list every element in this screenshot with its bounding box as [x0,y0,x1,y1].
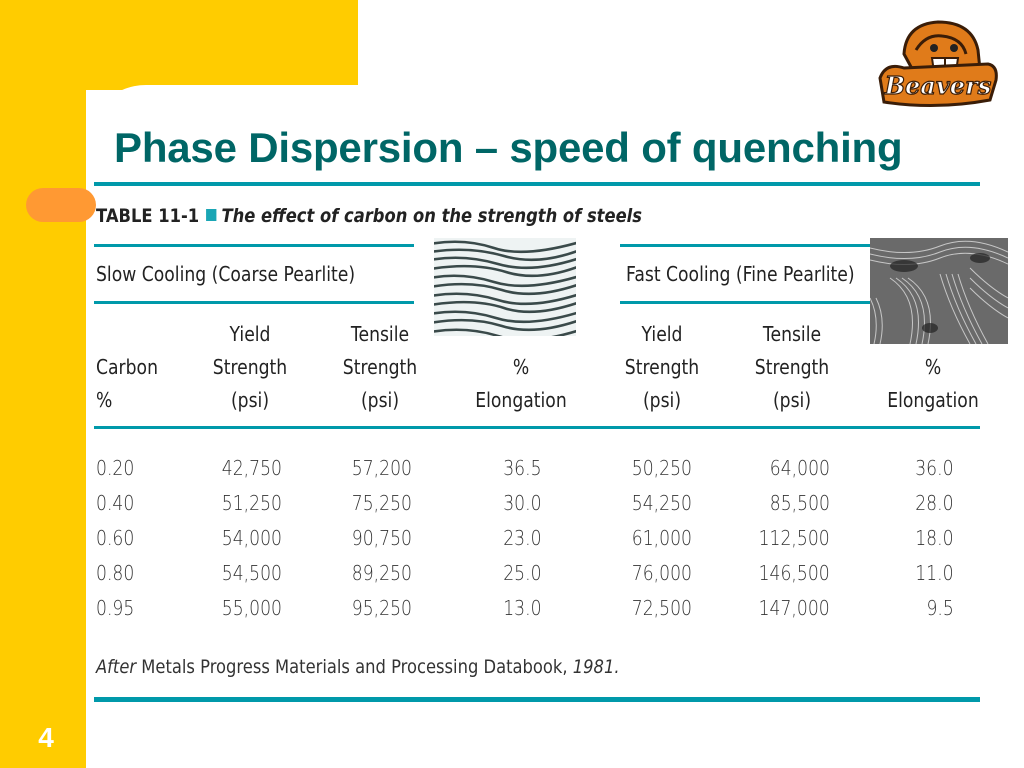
orange-accent-tab [26,188,96,222]
coarse-pearlite-image [434,238,576,336]
cell-fast-tensile: 146,500 [758,561,830,585]
cell-slow-tensile: 57,200 [351,456,412,480]
table-caption: TABLE 11-1 The effect of carbon on the st… [96,205,642,227]
cell-fast-yield: 50,250 [631,456,692,480]
header-fast-tensile: Tensile Strength (psi) [754,322,830,412]
header-slow-tensile: Tensile Strength (psi) [342,322,418,412]
cell-slow-tensile: 75,250 [351,491,412,515]
cell-fast-yield: 61,000 [631,526,692,550]
cell-carbon: 0.95 [96,596,135,620]
header-slow-elongation: % Elongation [475,355,567,412]
cell-slow-elongation: 25.0 [503,561,542,585]
cell-fast-elongation: 36.0 [915,456,954,480]
cell-fast-yield: 76,000 [631,561,692,585]
cell-slow-tensile: 89,250 [351,561,412,585]
slide-number: 4 [38,722,54,753]
cell-slow-elongation: 30.0 [503,491,542,515]
header-fast-yield: Yield Strength (psi) [624,322,700,412]
yellow-left-band [0,0,86,768]
fast-group-rule-top [620,244,874,247]
title-rule [94,182,980,186]
beavers-logo: Beavers [876,14,1000,110]
cell-slow-elongation: 23.0 [503,526,542,550]
fast-group-rule-bottom [620,301,980,304]
header-carbon: Carbon% [96,355,158,412]
cell-fast-yield: 72,500 [631,596,692,620]
slow-group-rule-top [94,244,414,247]
cell-slow-yield: 55,000 [221,596,282,620]
cell-fast-tensile: 64,000 [769,456,830,480]
cell-carbon: 0.20 [96,456,135,480]
page-title: Phase Dispersion – speed of quenching [114,124,903,171]
cell-carbon: 0.60 [96,526,135,550]
table-label: TABLE 11-1 [96,205,200,227]
cell-fast-tensile: 85,500 [769,491,830,515]
cell-slow-yield: 54,000 [221,526,282,550]
slow-group-rule-bottom [94,301,414,304]
table-description: The effect of carbon on the strength of … [221,205,642,227]
fast-cooling-heading: Fast Cooling (Fine Pearlite) [626,262,855,286]
cell-carbon: 0.40 [96,491,135,515]
slow-cooling-heading: Slow Cooling (Coarse Pearlite) [96,262,356,286]
cell-fast-tensile: 112,500 [758,526,830,550]
cell-fast-elongation: 18.0 [915,526,954,550]
bottom-rule [94,697,980,702]
header-fast-elongation: % Elongation [887,355,979,412]
cell-slow-yield: 42,750 [221,456,282,480]
cell-fast-yield: 54,250 [631,491,692,515]
fine-pearlite-image [870,238,1008,344]
cell-slow-yield: 54,500 [221,561,282,585]
logo-text: Beavers [884,71,992,100]
cell-slow-elongation: 13.0 [503,596,542,620]
table-source: After Metals Progress Materials and Proc… [96,656,620,678]
cell-slow-yield: 51,250 [221,491,282,515]
cell-slow-elongation: 36.5 [503,456,542,480]
cell-fast-elongation: 9.5 [926,596,954,620]
cell-slow-tensile: 90,750 [351,526,412,550]
header-slow-yield: Yield Strength (psi) [212,322,288,412]
caption-square-icon [206,209,217,221]
cell-fast-elongation: 11.0 [915,561,954,585]
cell-carbon: 0.80 [96,561,135,585]
cell-fast-tensile: 147,000 [758,596,830,620]
header-rule [94,426,980,429]
cell-fast-elongation: 28.0 [915,491,954,515]
cell-slow-tensile: 95,250 [351,596,412,620]
